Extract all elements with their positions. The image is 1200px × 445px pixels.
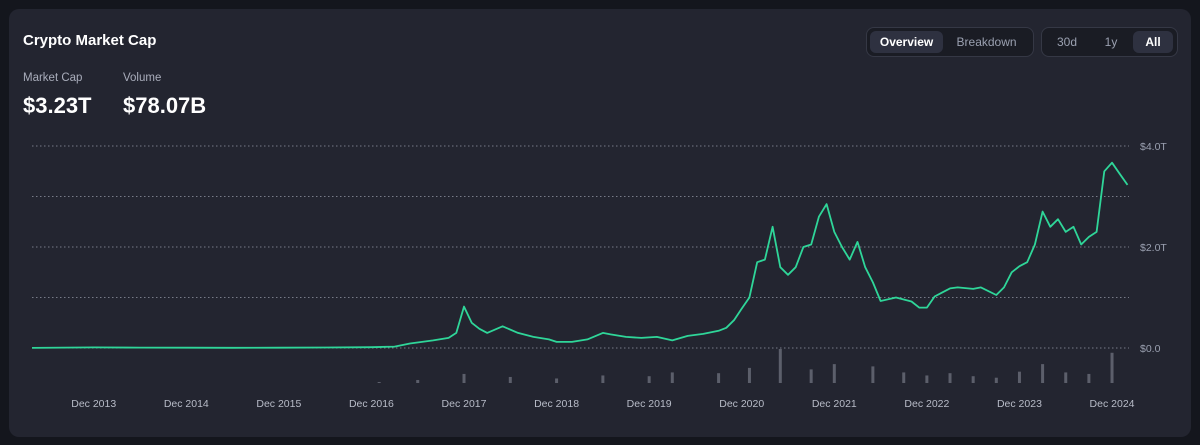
volume-bar: [601, 375, 605, 383]
view-toggle: Overview Breakdown: [866, 27, 1034, 57]
volume-bar: [1017, 371, 1021, 383]
market-cap-card: Crypto Market Cap Overview Breakdown 30d…: [9, 9, 1191, 437]
volume-bar: [508, 376, 512, 383]
card-title: Crypto Market Cap: [23, 32, 157, 49]
market-cap-value: $3.23T: [23, 93, 92, 118]
market-cap-label: Market Cap: [23, 72, 83, 84]
y-tick-label: $2.0T: [1140, 242, 1167, 254]
x-tick-label: Dec 2013: [71, 398, 116, 410]
volume-bar: [948, 373, 952, 383]
x-tick-label: Dec 2021: [812, 398, 857, 410]
volume-bar: [994, 377, 998, 383]
market-cap-chart: $0.0 $2.0T $4.0T Dec 2013 Dec 2014 Dec 2015 De…: [31, 141, 1167, 410]
x-tick-label: Dec 2020: [719, 398, 764, 410]
x-tick-label: Dec 2015: [256, 398, 301, 410]
volume-bar: [809, 369, 813, 383]
volume-bar: [747, 367, 751, 383]
tab-breakdown[interactable]: Breakdown: [956, 35, 1017, 49]
x-tick-label: Dec 2022: [904, 398, 949, 410]
x-tick-label: Dec 2014: [164, 398, 209, 410]
volume-bar: [832, 364, 836, 383]
range-30d[interactable]: 30d: [1056, 35, 1078, 49]
market-cap-line: [31, 161, 1129, 349]
volume-bar: [925, 375, 929, 383]
volume-bar: [1064, 372, 1068, 383]
volume-bar: [778, 349, 782, 383]
volume-bar: [1087, 373, 1091, 383]
volume-bar: [555, 378, 559, 383]
y-tick-label: $0.0: [1140, 343, 1161, 355]
x-tick-label: Dec 2018: [534, 398, 579, 410]
x-tick-label: Dec 2024: [1090, 398, 1135, 410]
volume-bar: [462, 373, 466, 383]
x-tick-label: Dec 2017: [442, 398, 487, 410]
range-toggle: 30d 1y All: [1041, 27, 1178, 57]
x-tick-label: Dec 2016: [349, 398, 394, 410]
x-tick-label: Dec 2019: [627, 398, 672, 410]
volume-bar: [717, 373, 721, 383]
volume-bar: [971, 376, 975, 383]
volume-bar: [1041, 364, 1045, 383]
range-all[interactable]: All: [1133, 31, 1173, 53]
volume-value: $78.07B: [123, 93, 207, 118]
volume-label: Volume: [123, 72, 162, 84]
tab-overview[interactable]: Overview: [870, 31, 944, 53]
volume-bar: [377, 382, 381, 383]
volume-bar: [670, 372, 674, 383]
y-tick-label: $4.0T: [1140, 141, 1167, 153]
x-tick-label: Dec 2023: [997, 398, 1042, 410]
volume-bar: [871, 366, 875, 383]
volume-bar: [647, 376, 651, 383]
range-1y[interactable]: 1y: [1104, 35, 1118, 49]
volume-bar: [416, 379, 420, 383]
volume-bar: [1110, 352, 1114, 383]
volume-bar: [902, 372, 906, 383]
